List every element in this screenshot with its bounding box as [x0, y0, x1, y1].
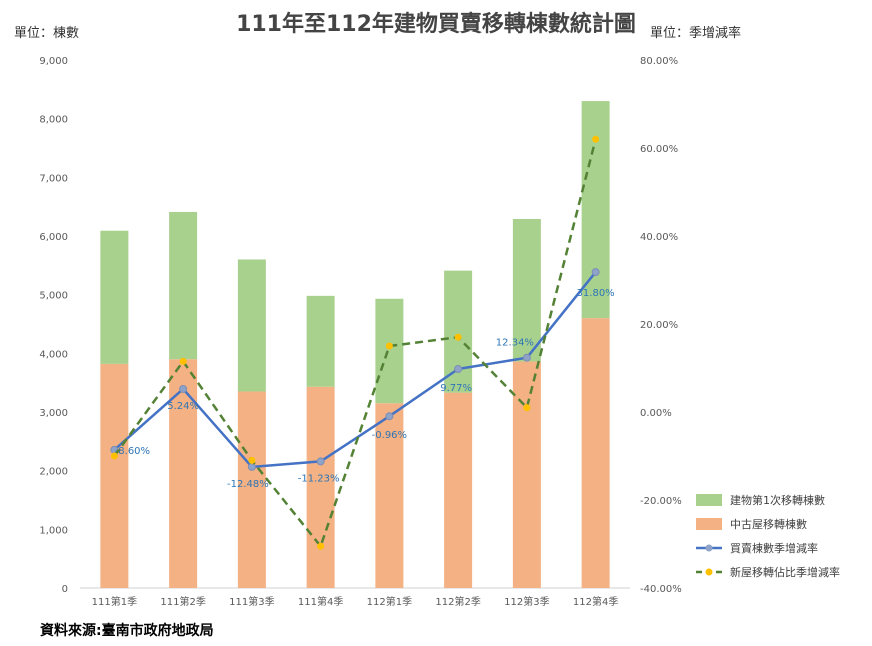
- legend-label: 中古屋移轉棟數: [730, 517, 807, 531]
- bar-segment: [375, 298, 404, 404]
- data-label: -12.48%: [227, 479, 269, 490]
- category-label: 111第2季: [160, 595, 205, 608]
- bar-segment: [306, 295, 335, 387]
- bar-segment: [306, 386, 335, 588]
- category-label: 112第4季: [573, 595, 618, 608]
- right-tick-label: 20.00%: [640, 320, 678, 331]
- line-point: [523, 404, 531, 412]
- line-point: [179, 357, 187, 365]
- new-house-share-line: [113, 138, 597, 548]
- right-tick-label: 0.00%: [640, 408, 672, 419]
- left-tick-label: 7,000: [39, 173, 68, 184]
- legend-marker: [705, 568, 713, 576]
- left-tick-label: 0: [62, 584, 68, 595]
- right-axis-unit: 單位：季增減率: [650, 26, 742, 41]
- legend-swatch: [696, 494, 722, 506]
- left-tick-label: 2,000: [39, 467, 68, 478]
- category-label: 111第1季: [92, 595, 137, 608]
- category-label: 112第2季: [435, 595, 480, 608]
- right-tick-label: -20.00%: [640, 496, 682, 507]
- bar-segment: [169, 359, 198, 588]
- right-tick-label: -40.00%: [640, 584, 682, 595]
- data-label: 31.80%: [577, 288, 615, 299]
- bar-segment: [100, 230, 129, 364]
- right-tick-label: 60.00%: [640, 144, 678, 155]
- data-label: -0.96%: [372, 430, 407, 441]
- left-axis-unit: 單位：棟數: [14, 26, 80, 41]
- line-point: [317, 542, 325, 550]
- data-source: 資料來源:臺南市政府地政局: [40, 623, 214, 639]
- line-point: [454, 333, 462, 341]
- line-point: [247, 462, 256, 471]
- category-label: 112第3季: [504, 595, 549, 608]
- data-label: -8.60%: [115, 446, 150, 457]
- legend-label: 建物第1次移轉棟數: [730, 493, 825, 507]
- left-tick-label: 3,000: [39, 408, 68, 419]
- bar-segment: [581, 318, 610, 588]
- category-label: 112第1季: [367, 595, 412, 608]
- data-label: -11.23%: [298, 473, 340, 484]
- left-tick-label: 4,000: [39, 349, 68, 360]
- bar-segment: [237, 391, 266, 588]
- line-point: [522, 353, 531, 362]
- line-point: [248, 456, 256, 464]
- data-label: 9.77%: [440, 383, 472, 394]
- bar-segment: [444, 392, 473, 588]
- right-tick-label: 40.00%: [640, 232, 678, 243]
- bar-segment: [375, 403, 404, 588]
- line-point: [385, 342, 393, 350]
- data-label: 12.34%: [496, 338, 534, 349]
- bar-segment: [512, 218, 541, 362]
- left-tick-label: 9,000: [39, 56, 68, 67]
- line-point: [454, 365, 463, 374]
- growth-rate-line: [113, 271, 597, 469]
- left-tick-label: 6,000: [39, 232, 68, 243]
- line-point: [385, 412, 394, 421]
- left-tick-label: 5,000: [39, 291, 68, 302]
- legend-label: 新屋移轉佔比季增減率: [730, 565, 840, 579]
- line-point: [316, 457, 325, 466]
- bar-segment: [512, 361, 541, 588]
- left-tick-label: 8,000: [39, 115, 68, 126]
- right-tick-label: 80.00%: [640, 56, 678, 67]
- line-point: [592, 135, 600, 143]
- data-label: 5.24%: [167, 401, 199, 412]
- bar-segment: [237, 259, 266, 392]
- legend-marker: [705, 544, 713, 552]
- left-tick-label: 1,000: [39, 525, 68, 536]
- bar-segment: [100, 363, 129, 588]
- legend-label: 買賣棟數季增減率: [730, 541, 818, 555]
- line-point: [591, 268, 600, 277]
- line-point: [179, 384, 188, 393]
- chart-title: 111年至112年建物買賣移轉棟數統計圖: [236, 12, 636, 37]
- category-label: 111第4季: [298, 595, 343, 608]
- line-point: [110, 452, 118, 460]
- bar-segment: [169, 211, 198, 360]
- legend-swatch: [696, 518, 722, 530]
- category-label: 111第3季: [229, 595, 274, 608]
